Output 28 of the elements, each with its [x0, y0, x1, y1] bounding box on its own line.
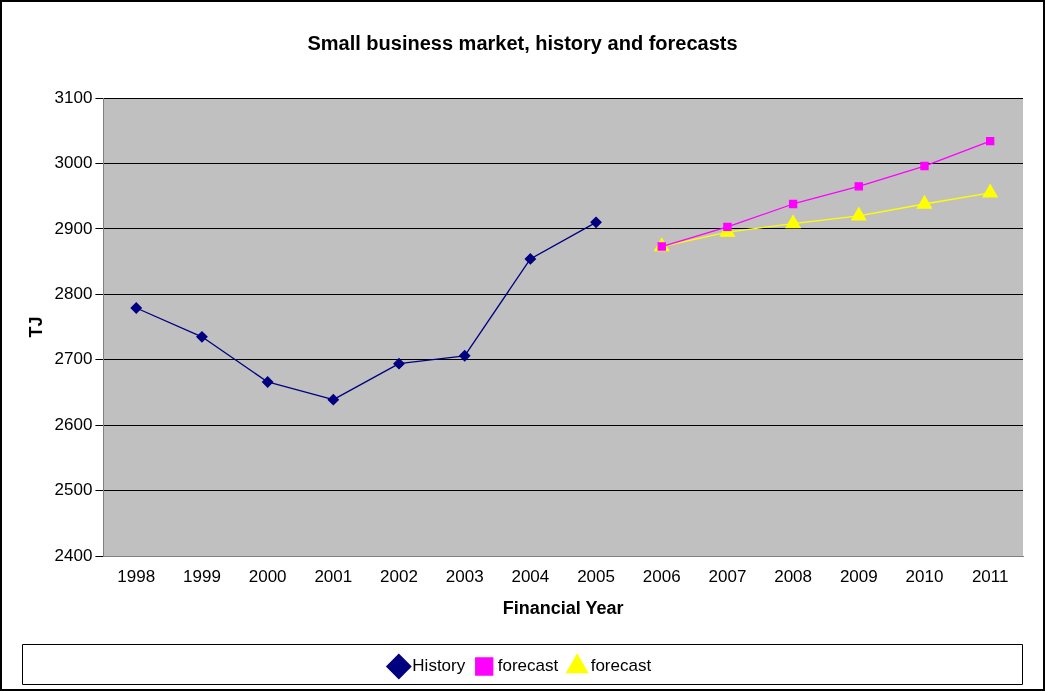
- legend-label: forecast: [497, 656, 559, 676]
- x-tick-label: 2010: [905, 566, 944, 586]
- x-tick-label: 2007: [708, 566, 747, 586]
- legend-label: History: [412, 656, 466, 676]
- y-tick-label: 3100: [54, 87, 93, 107]
- y-axis-title: TJ: [25, 316, 46, 338]
- x-tick-label: 2009: [839, 566, 878, 586]
- x-axis-title: Financial Year: [502, 598, 624, 619]
- x-tick-label: 2008: [774, 566, 813, 586]
- x-tick-label: 2001: [314, 566, 353, 586]
- x-tick-label: 1999: [183, 566, 221, 586]
- y-tick-label: 3000: [54, 153, 93, 173]
- x-tick-label: 2000: [248, 566, 287, 586]
- x-tick-label: 2005: [577, 566, 615, 586]
- x-tick-label: 2003: [445, 566, 484, 586]
- y-tick-label: 2700: [54, 349, 93, 369]
- y-tick-label: 2600: [54, 414, 93, 434]
- x-tick-label: 2004: [511, 566, 550, 586]
- y-tick-label: 2500: [54, 480, 93, 500]
- legend-label: forecast: [590, 656, 652, 676]
- x-tick-label: 2006: [642, 566, 681, 586]
- x-tick-label: 2011: [971, 566, 1009, 586]
- x-tick-label: 1998: [117, 566, 156, 586]
- y-tick-label: 2900: [54, 218, 93, 238]
- y-tick-label: 2400: [54, 545, 93, 565]
- y-tick-label: 2800: [54, 283, 93, 303]
- x-tick-label: 2002: [380, 566, 418, 586]
- chart-title: Small business market, history and forecasts: [307, 31, 738, 54]
